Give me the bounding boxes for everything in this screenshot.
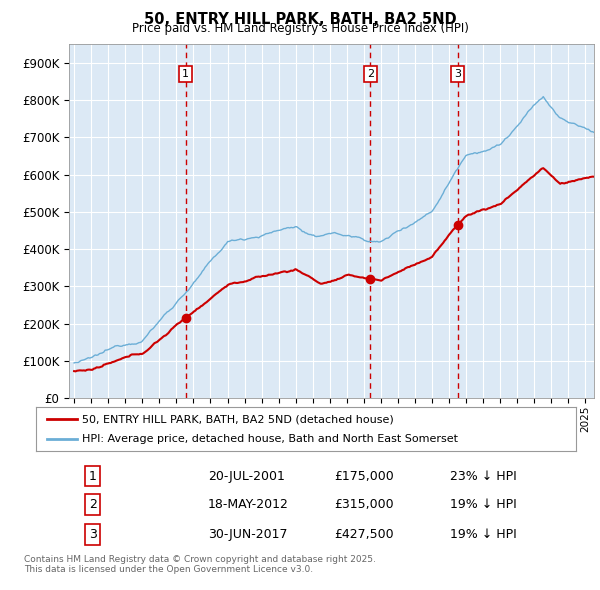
Text: 30-JUN-2017: 30-JUN-2017 — [208, 528, 287, 541]
Text: 3: 3 — [89, 528, 97, 541]
Text: 19% ↓ HPI: 19% ↓ HPI — [450, 498, 517, 511]
Text: 23% ↓ HPI: 23% ↓ HPI — [450, 470, 517, 483]
Text: 2: 2 — [367, 69, 374, 79]
Text: 3: 3 — [454, 69, 461, 79]
Text: £175,000: £175,000 — [335, 470, 394, 483]
Text: 20-JUL-2001: 20-JUL-2001 — [208, 470, 285, 483]
Text: 50, ENTRY HILL PARK, BATH, BA2 5ND (detached house): 50, ENTRY HILL PARK, BATH, BA2 5ND (deta… — [82, 415, 394, 424]
Text: Price paid vs. HM Land Registry's House Price Index (HPI): Price paid vs. HM Land Registry's House … — [131, 22, 469, 35]
Text: 19% ↓ HPI: 19% ↓ HPI — [450, 528, 517, 541]
Text: 18-MAY-2012: 18-MAY-2012 — [208, 498, 289, 511]
Text: 1: 1 — [89, 470, 97, 483]
Text: HPI: Average price, detached house, Bath and North East Somerset: HPI: Average price, detached house, Bath… — [82, 434, 458, 444]
Text: 50, ENTRY HILL PARK, BATH, BA2 5ND: 50, ENTRY HILL PARK, BATH, BA2 5ND — [143, 12, 457, 27]
Text: 1: 1 — [182, 69, 189, 79]
Text: Contains HM Land Registry data © Crown copyright and database right 2025.
This d: Contains HM Land Registry data © Crown c… — [24, 555, 376, 574]
Text: £427,500: £427,500 — [335, 528, 394, 541]
Text: £315,000: £315,000 — [335, 498, 394, 511]
Text: 2: 2 — [89, 498, 97, 511]
